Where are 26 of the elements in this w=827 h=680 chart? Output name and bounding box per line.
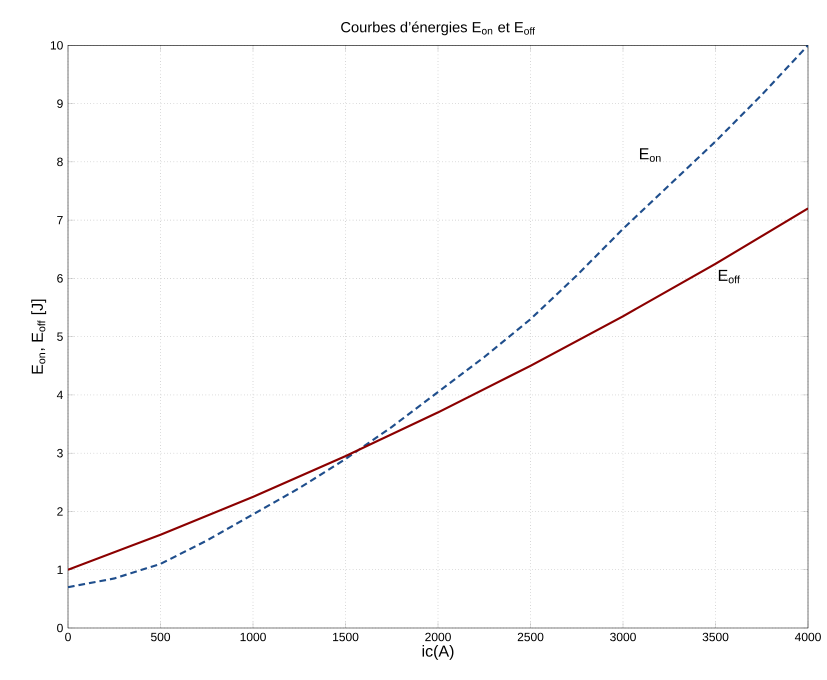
y-tick-label: 0 [57,624,63,632]
x-axis-title: ic(A) [422,645,454,660]
y-tick-label: 8 [57,158,63,166]
y-tick-label: 2 [57,507,63,516]
x-tick-label: 3500 [702,632,728,642]
x-tick-label: 2500 [518,632,544,642]
x-tick-label: 500 [150,632,170,642]
y-tick-label: 1 [58,566,63,574]
y-tick-label: 5 [57,332,63,341]
y-tick-label: 9 [57,99,63,108]
line-series [68,207,808,571]
x-tick-label: 0 [65,632,71,642]
y-axis-title: E$_{on}$, E$_{off}$ [J] [31,300,46,374]
y-tick-label: 4 [56,390,63,400]
series-label: E$_{off}$ [718,270,740,284]
series-label: E$_{on}$ [640,148,661,162]
y-tick-label: 10 [50,41,63,50]
x-tick-label: 3000 [610,632,636,642]
y-tick-label: 3 [57,448,63,458]
x-tick-label: 2000 [425,632,451,642]
y-tick-label: 6 [57,274,63,283]
chart-title: Courbes d’énergies E$_{on}$ et E$_{off}$ [341,21,535,36]
x-tick-label: 4000 [794,632,821,642]
x-tick-label: 1000 [240,632,266,642]
x-tick-label: 1500 [333,632,358,642]
y-tick-label: 7 [57,216,63,224]
